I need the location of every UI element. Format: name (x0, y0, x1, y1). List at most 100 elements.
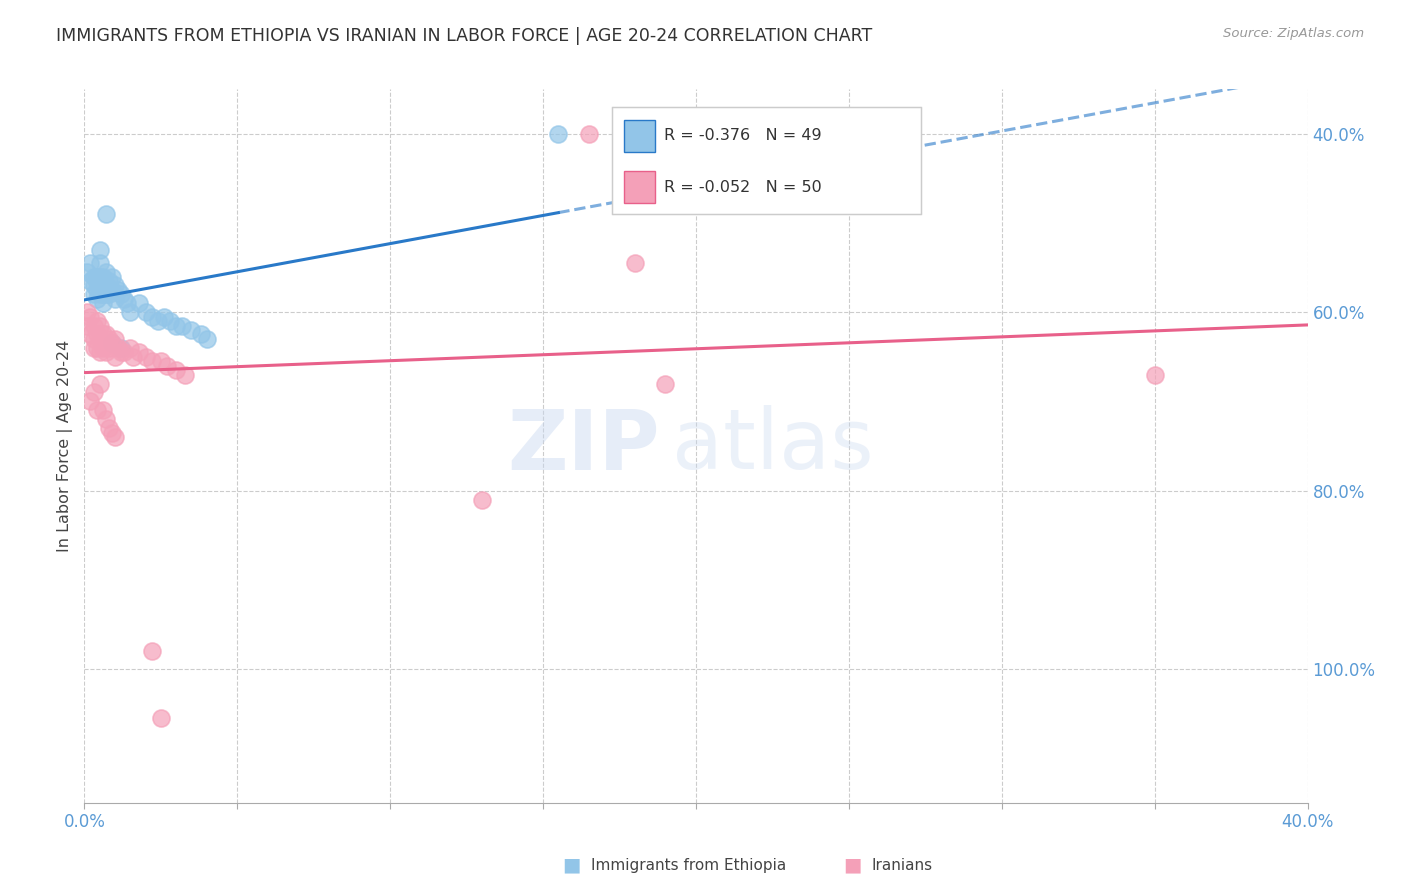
Point (141, 354, 163, 368)
Point (86, 403, 108, 417)
Point (101, 269, 124, 284)
Point (91, 341, 114, 355)
Point (79, 274, 101, 288)
Point (174, 368, 197, 382)
Point (89, 345, 111, 359)
Point (91, 296, 114, 310)
Text: Iranians: Iranians (872, 858, 932, 872)
Text: R = -0.376   N = 49: R = -0.376 N = 49 (664, 128, 823, 144)
Point (120, 305, 142, 319)
Point (578, 127, 600, 141)
Point (190, 327, 212, 342)
Point (89, 269, 111, 284)
Point (89, 256, 111, 270)
Point (149, 354, 172, 368)
Point (165, 363, 187, 377)
Point (153, 310, 176, 324)
Point (83, 318, 105, 333)
Text: IMMIGRANTS FROM ETHIOPIA VS IRANIAN IN LABOR FORCE | AGE 20-24 CORRELATION CHART: IMMIGRANTS FROM ETHIOPIA VS IRANIAN IN L… (56, 27, 873, 45)
Point (97, 287, 120, 301)
Point (91, 269, 114, 284)
Point (97, 274, 120, 288)
Point (120, 341, 142, 355)
Point (104, 350, 127, 364)
Point (79, 310, 101, 324)
Point (128, 296, 150, 310)
Point (89, 376, 111, 391)
Point (104, 332, 127, 346)
Point (91, 327, 114, 342)
Point (83, 385, 105, 400)
Point (146, 314, 169, 328)
Point (89, 243, 111, 257)
Point (101, 283, 124, 297)
Point (101, 336, 124, 351)
Point (86, 341, 108, 355)
Text: R = -0.052   N = 50: R = -0.052 N = 50 (664, 180, 823, 194)
Point (165, 318, 187, 333)
Point (94, 278, 117, 293)
Point (86, 327, 108, 342)
Point (180, 323, 202, 337)
Point (94, 327, 117, 342)
Text: Source: ZipAtlas.com: Source: ZipAtlas.com (1223, 27, 1364, 40)
Point (141, 644, 163, 658)
Point (110, 345, 132, 359)
Y-axis label: In Labor Force | Age 20-24: In Labor Force | Age 20-24 (58, 340, 73, 552)
Point (149, 711, 172, 725)
Text: ■: ■ (844, 855, 862, 875)
Point (101, 425, 124, 440)
Point (76, 265, 98, 279)
Point (89, 318, 111, 333)
Point (91, 287, 114, 301)
Point (654, 376, 676, 391)
Point (76, 318, 98, 333)
Point (86, 274, 108, 288)
Point (83, 269, 105, 284)
Point (79, 327, 101, 342)
Text: Immigrants from Ethiopia: Immigrants from Ethiopia (591, 858, 786, 872)
Point (471, 492, 494, 507)
FancyBboxPatch shape (624, 120, 655, 152)
Point (135, 305, 157, 319)
Point (101, 336, 124, 351)
Point (135, 350, 157, 364)
Point (547, 127, 569, 141)
Point (94, 412, 117, 426)
Point (89, 287, 111, 301)
Point (94, 207, 117, 221)
Point (1143, 368, 1166, 382)
Point (110, 287, 132, 301)
Point (79, 256, 101, 270)
Point (86, 283, 108, 297)
Point (86, 314, 108, 328)
Point (94, 265, 117, 279)
Point (94, 287, 117, 301)
Point (76, 305, 98, 319)
Point (83, 287, 105, 301)
Text: atlas: atlas (672, 406, 873, 486)
Point (91, 403, 114, 417)
Point (112, 345, 135, 359)
Point (104, 278, 127, 293)
Point (159, 314, 181, 328)
Point (83, 341, 105, 355)
Text: ZIP: ZIP (506, 406, 659, 486)
Point (97, 332, 120, 346)
Point (97, 341, 120, 355)
Point (79, 394, 101, 409)
Point (89, 274, 111, 288)
Point (104, 430, 127, 444)
Point (107, 283, 129, 297)
Point (122, 350, 145, 364)
Point (83, 278, 105, 293)
Point (128, 345, 150, 359)
Point (83, 332, 105, 346)
Point (115, 296, 138, 310)
Point (156, 359, 179, 373)
Point (86, 292, 108, 306)
Point (86, 269, 108, 284)
Point (195, 332, 218, 346)
Point (112, 292, 135, 306)
Point (624, 256, 647, 270)
